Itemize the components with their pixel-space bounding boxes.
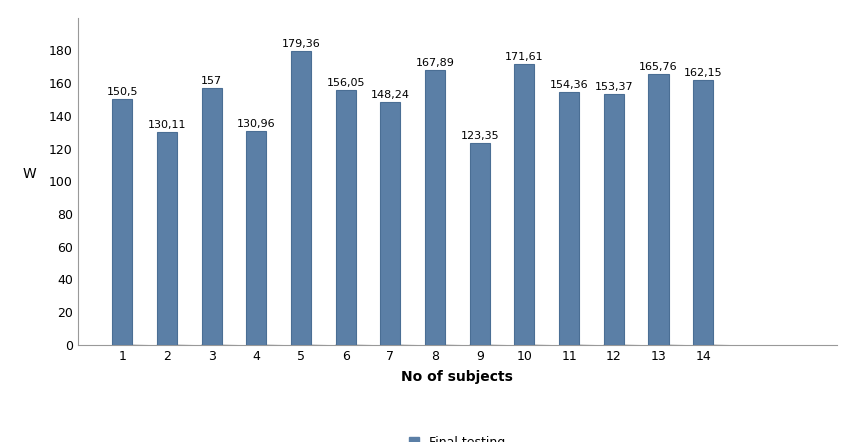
Polygon shape <box>336 345 445 350</box>
Text: 162,15: 162,15 <box>683 68 722 78</box>
Text: 150,5: 150,5 <box>106 87 138 97</box>
Polygon shape <box>246 345 356 350</box>
Bar <box>202 88 222 345</box>
Polygon shape <box>112 345 222 350</box>
Polygon shape <box>514 345 624 350</box>
Bar <box>604 94 624 345</box>
Text: 154,36: 154,36 <box>550 80 589 90</box>
Polygon shape <box>202 345 311 350</box>
Polygon shape <box>469 345 579 350</box>
Polygon shape <box>157 345 267 350</box>
Text: 123,35: 123,35 <box>461 131 499 141</box>
X-axis label: No of subjects: No of subjects <box>401 370 513 384</box>
Bar <box>648 74 669 345</box>
Text: 148,24: 148,24 <box>371 90 410 100</box>
Bar <box>157 132 177 345</box>
Legend: Final testing: Final testing <box>409 436 506 442</box>
Bar <box>112 99 132 345</box>
Text: 156,05: 156,05 <box>326 78 365 88</box>
Bar <box>514 64 534 345</box>
Polygon shape <box>604 345 713 350</box>
Text: 130,11: 130,11 <box>148 120 186 130</box>
Bar <box>336 90 356 345</box>
Bar <box>469 143 490 345</box>
Text: 130,96: 130,96 <box>237 118 275 129</box>
Text: 165,76: 165,76 <box>639 62 677 72</box>
Polygon shape <box>291 345 400 350</box>
Bar <box>693 80 713 345</box>
Polygon shape <box>648 345 758 350</box>
Text: 171,61: 171,61 <box>505 52 544 62</box>
Text: 179,36: 179,36 <box>281 39 320 50</box>
Polygon shape <box>425 345 534 350</box>
Bar <box>291 51 311 345</box>
Bar <box>559 92 579 345</box>
Bar <box>425 70 445 345</box>
Y-axis label: W: W <box>22 167 36 181</box>
Bar <box>381 103 400 345</box>
Polygon shape <box>559 345 669 350</box>
Text: 157: 157 <box>201 76 222 86</box>
Polygon shape <box>381 345 490 350</box>
Text: 153,37: 153,37 <box>595 82 633 92</box>
Polygon shape <box>693 345 803 350</box>
Text: 167,89: 167,89 <box>416 58 455 68</box>
Bar <box>246 130 267 345</box>
